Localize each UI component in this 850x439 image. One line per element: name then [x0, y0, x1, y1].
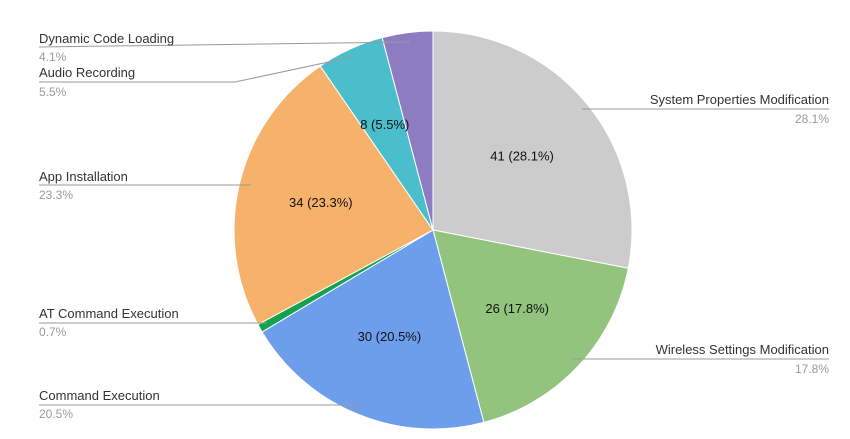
legend-name-system-properties-modification: System Properties Modification	[650, 92, 829, 107]
pie-slice-command-execution	[261, 229, 485, 430]
legend-name-wireless-settings-modification: Wireless Settings Modification	[656, 342, 829, 357]
legend-percent-app-installation: 23.3%	[39, 188, 73, 202]
slice-labels: 41 (28.1%) 26 (17.8%) 30 (20.5%) 34 (23.3%)…	[289, 117, 554, 344]
legend-name-dynamic-code-loading: Dynamic Code Loading	[39, 31, 174, 46]
pie-slice-app-installation	[233, 65, 434, 326]
legend-name-at-command-execution: AT Command Execution	[39, 306, 179, 321]
legend-name-audio-recording: Audio Recording	[39, 65, 135, 80]
slice-label-command-execution: 30 (20.5%)	[358, 329, 422, 344]
legend-percent-dynamic-code-loading: 4.1%	[39, 50, 67, 64]
legend-name-app-installation: App Installation	[39, 169, 128, 184]
legend-percent-system-properties-modification: 28.1%	[795, 112, 829, 126]
slice-label-audio-recording: 8 (5.5%)	[360, 117, 409, 132]
pie-slices	[233, 30, 633, 430]
slice-label-wireless-settings-modification: 26 (17.8%)	[485, 301, 549, 316]
legend-name-command-execution: Command Execution	[39, 388, 160, 403]
pie-slice-wireless-settings-modification	[432, 229, 629, 424]
legend-percent-at-command-execution: 0.7%	[39, 325, 67, 339]
leader-lines	[38, 41, 829, 406]
pie-slice-system-properties-modification	[432, 30, 633, 269]
external-labels: System Properties Modification 28.1% Wirel…	[39, 31, 829, 421]
legend-percent-audio-recording: 5.5%	[39, 85, 67, 99]
legend-percent-wireless-settings-modification: 17.8%	[795, 362, 829, 376]
leader-line-audio-recording	[39, 56, 353, 83]
pie-slice-dynamic-code-loading	[381, 30, 434, 231]
slice-label-system-properties-modification: 41 (28.1%)	[490, 149, 554, 164]
legend-percent-command-execution: 20.5%	[39, 407, 73, 421]
slice-label-app-installation: 34 (23.3%)	[289, 195, 353, 210]
leader-line-dynamic-code-loading	[38, 41, 411, 48]
